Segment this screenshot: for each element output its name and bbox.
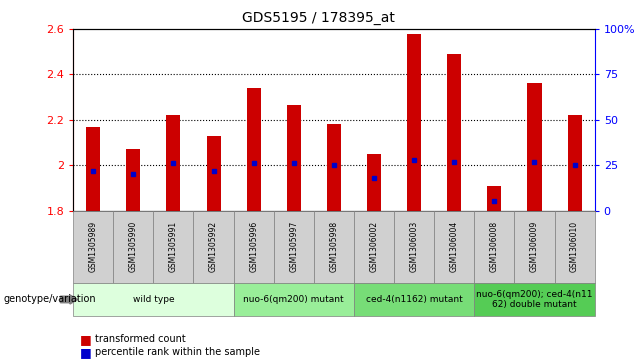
Text: ced-4(n1162) mutant: ced-4(n1162) mutant — [366, 295, 462, 304]
Text: GSM1306009: GSM1306009 — [530, 221, 539, 273]
Bar — [447, 54, 461, 211]
Text: transformed count: transformed count — [95, 334, 186, 344]
Text: GSM1305991: GSM1305991 — [169, 221, 178, 272]
Bar — [247, 88, 261, 211]
Bar — [527, 83, 541, 211]
Text: GSM1305989: GSM1305989 — [88, 221, 98, 272]
Text: GSM1305998: GSM1305998 — [329, 221, 338, 272]
Text: GSM1305992: GSM1305992 — [209, 221, 218, 272]
Text: GSM1306004: GSM1306004 — [450, 221, 459, 273]
Bar — [487, 185, 501, 211]
Bar — [207, 136, 221, 211]
Text: GSM1306010: GSM1306010 — [570, 221, 579, 272]
Bar — [367, 154, 381, 211]
Text: percentile rank within the sample: percentile rank within the sample — [95, 347, 260, 357]
Text: wild type: wild type — [132, 295, 174, 304]
Text: GSM1306002: GSM1306002 — [370, 221, 378, 272]
Text: GSM1306003: GSM1306003 — [410, 221, 418, 273]
Text: GSM1305990: GSM1305990 — [129, 221, 138, 273]
Bar — [167, 115, 181, 211]
Text: nuo-6(qm200) mutant: nuo-6(qm200) mutant — [244, 295, 344, 304]
Bar — [287, 105, 301, 211]
Text: GDS5195 / 178395_at: GDS5195 / 178395_at — [242, 11, 394, 25]
Text: ■: ■ — [80, 333, 91, 346]
Text: ■: ■ — [80, 346, 91, 359]
Bar — [567, 115, 582, 211]
Text: genotype/variation: genotype/variation — [3, 294, 96, 305]
Text: GSM1305996: GSM1305996 — [249, 221, 258, 273]
Text: GSM1305997: GSM1305997 — [289, 221, 298, 273]
Text: nuo-6(qm200); ced-4(n11
62) double mutant: nuo-6(qm200); ced-4(n11 62) double mutan… — [476, 290, 593, 309]
Bar — [327, 124, 341, 211]
Bar — [86, 127, 100, 211]
Bar — [407, 33, 421, 211]
Bar — [127, 149, 141, 211]
Text: GSM1306008: GSM1306008 — [490, 221, 499, 272]
